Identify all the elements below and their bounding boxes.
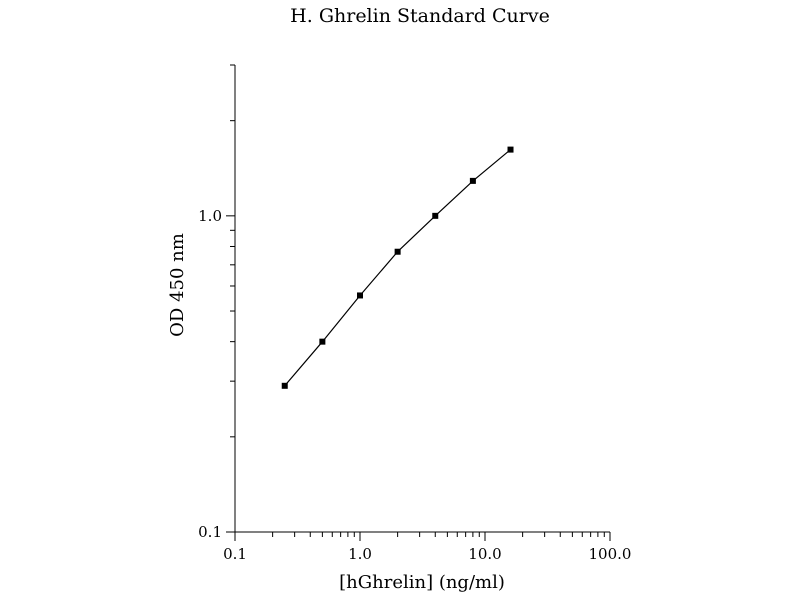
chart-title: H. Ghrelin Standard Curve [290, 5, 550, 27]
standard-curve-line [284, 149, 511, 387]
data-point [281, 382, 288, 389]
x-tick-label: 0.1 [223, 545, 247, 563]
data-point [507, 146, 514, 153]
data-point [357, 292, 363, 299]
data-point [469, 177, 476, 184]
x-tick-label: 100.0 [589, 545, 632, 563]
data-point [432, 212, 439, 219]
x-axis-label: [hGhrelin] (ng/ml) [339, 572, 505, 593]
x-tick-label: 1.0 [348, 545, 372, 563]
y-tick-label: 1.0 [198, 207, 222, 225]
y-axis-label: OD 450 nm [167, 233, 188, 337]
y-tick-label: 0.1 [198, 523, 222, 541]
data-point [319, 338, 326, 345]
x-tick-label: 10.0 [468, 545, 501, 563]
data-point [394, 248, 401, 255]
plot-area: 0.1 1.0 10.0 100.0 0.1 1.0 [198, 64, 632, 563]
